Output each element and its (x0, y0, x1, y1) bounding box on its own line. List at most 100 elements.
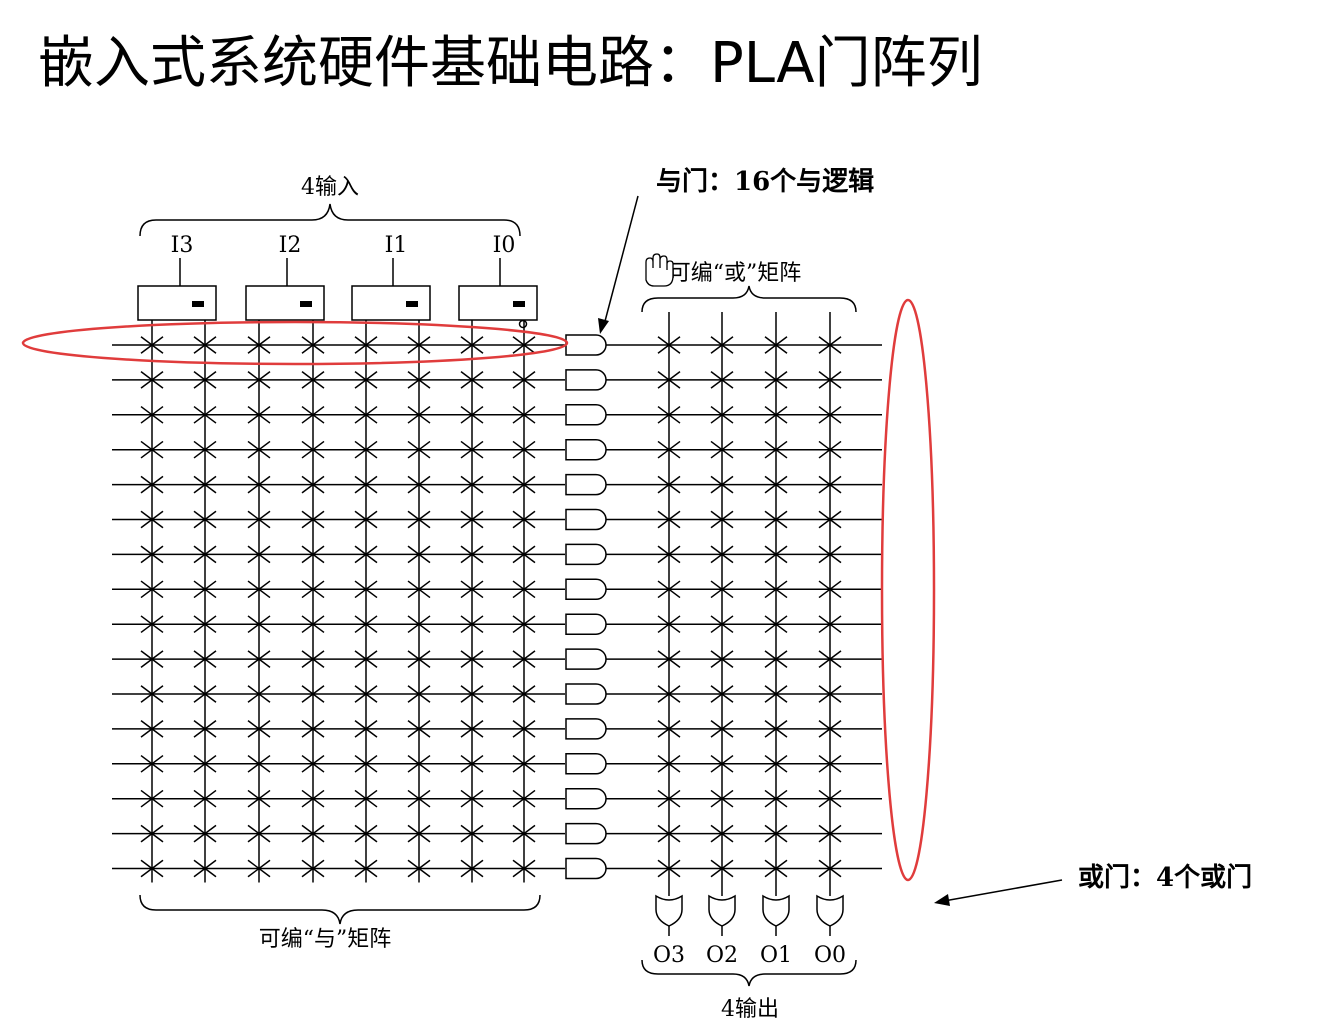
and-gate (565, 787, 607, 810)
and-cross (354, 859, 378, 878)
page-title: 嵌入式系统硬件基础电路：PLA门阵列 (38, 31, 983, 96)
input-label-i1: I1 (385, 233, 408, 258)
or-gate (708, 894, 736, 927)
and-gate (565, 438, 607, 461)
and-cross (512, 859, 536, 878)
and-cross (301, 824, 325, 843)
and-cross (407, 720, 431, 738)
and-cross (460, 685, 484, 703)
and-gates (565, 334, 607, 880)
and-cross (512, 545, 536, 564)
and-cross (512, 615, 536, 634)
and-cross (512, 510, 536, 529)
output-label-o2: O2 (706, 943, 738, 968)
and-cross (460, 336, 484, 354)
and-gate (565, 369, 607, 391)
and-cross (301, 650, 325, 668)
and-cross (460, 615, 484, 634)
and-cross (407, 754, 431, 773)
and-cross (247, 754, 271, 773)
and-cross (193, 510, 217, 529)
and-cross (512, 650, 536, 668)
and-cross (460, 580, 484, 599)
input-group-label: 4输入 (301, 175, 359, 200)
and-cross (140, 685, 164, 703)
and-gate (565, 822, 607, 845)
and-cross (193, 615, 217, 634)
and-cross (140, 475, 164, 494)
and-cross (247, 824, 271, 843)
and-cross (354, 336, 378, 354)
and-cross (193, 859, 217, 878)
and-cross (140, 754, 164, 773)
and-cross (193, 650, 217, 668)
hand-cursor-icon (645, 253, 674, 287)
and-gate (565, 508, 607, 531)
or-annotation-arrow (934, 879, 1063, 906)
output-group-label: 4输出 (721, 997, 779, 1022)
and-cross (407, 440, 431, 459)
and-cross (247, 580, 271, 599)
and-gate (565, 683, 607, 705)
and-gate (565, 543, 607, 566)
and-cross (407, 510, 431, 529)
and-cross (301, 754, 325, 773)
and-cross (354, 475, 378, 494)
and-cross (512, 824, 536, 843)
and-gate (565, 857, 607, 880)
and-cross (140, 580, 164, 599)
and-cross (512, 754, 536, 773)
and-gate (565, 648, 607, 670)
and-cross (247, 789, 271, 808)
and-cross (193, 720, 217, 738)
and-cross (407, 545, 431, 564)
and-cross (193, 545, 217, 564)
and-cross (460, 475, 484, 494)
and-cross (354, 789, 378, 808)
and-cross (407, 859, 431, 878)
and-cross (301, 405, 325, 424)
and-cross (140, 405, 164, 424)
or-matrix-brace (641, 285, 857, 313)
and-cross (247, 545, 271, 564)
or-gate (655, 894, 683, 927)
and-cross (407, 824, 431, 843)
and-cross (301, 615, 325, 634)
and-cross (460, 545, 484, 564)
and-cross (301, 859, 325, 878)
and-cross (247, 475, 271, 494)
and-cross (460, 510, 484, 529)
and-cross (512, 336, 536, 354)
and-cross (301, 685, 325, 703)
and-gate (565, 473, 607, 496)
and-cross (407, 615, 431, 634)
and-cross (301, 580, 325, 599)
and-cross (460, 405, 484, 424)
and-cross (301, 371, 325, 389)
and-cross (301, 475, 325, 494)
and-cross (193, 685, 217, 703)
and-gates-annotation: 与门：16个与逻辑 (656, 167, 874, 197)
and-cross (460, 754, 484, 773)
and-cross (140, 440, 164, 459)
and-cross (460, 859, 484, 878)
and-cross (407, 789, 431, 808)
and-cross (140, 510, 164, 529)
output-label-o1: O1 (760, 943, 792, 968)
and-cross (460, 371, 484, 389)
and-cross (301, 510, 325, 529)
and-cross (460, 720, 484, 738)
input-buffers (137, 258, 538, 329)
and-cross (301, 336, 325, 354)
input-buffer-i2 (245, 285, 325, 321)
and-cross (407, 405, 431, 424)
and-cross (460, 789, 484, 808)
and-gate (565, 753, 607, 775)
and-cross (354, 440, 378, 459)
and-cross (247, 405, 271, 424)
and-cross (301, 789, 325, 808)
and-cross (512, 720, 536, 738)
and-cross (354, 510, 378, 529)
and-cross (193, 440, 217, 459)
